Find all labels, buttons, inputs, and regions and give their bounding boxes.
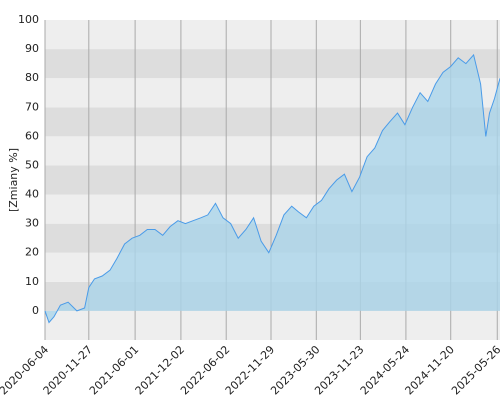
grid-band — [45, 49, 500, 79]
area — [45, 54, 500, 323]
y-tick-label: 30 — [25, 217, 39, 230]
y-tick-label: 50 — [25, 158, 39, 171]
y-axis-label: [Zmiany %] — [7, 148, 20, 212]
y-tick-label: 0 — [32, 304, 39, 317]
y-tick-label: 70 — [25, 100, 39, 113]
y-tick-label: 80 — [25, 71, 39, 84]
y-tick-label: 20 — [25, 246, 39, 259]
y-tick-label: 90 — [25, 42, 39, 55]
grid-band — [45, 20, 500, 50]
line — [44, 53, 500, 324]
y-tick-label: 100 — [18, 13, 39, 26]
y-tick-label: 10 — [25, 275, 39, 288]
x-tick-label: 2025-05-26 — [449, 343, 500, 397]
y-tick-label: 60 — [25, 129, 39, 142]
y-tick-label: 40 — [25, 188, 39, 201]
grid-band — [45, 310, 500, 340]
